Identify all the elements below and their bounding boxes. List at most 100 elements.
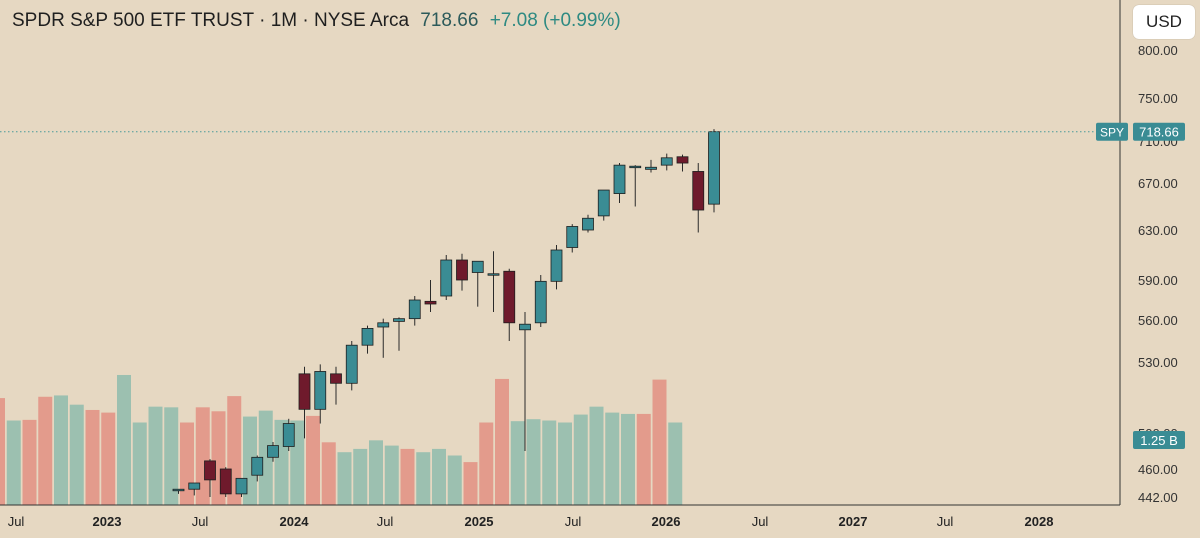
candle: [219, 467, 232, 497]
candle-body: [471, 260, 484, 273]
candle-body: [503, 270, 516, 324]
volume-bar: [589, 406, 604, 505]
volume-bar: [621, 413, 635, 505]
candle: [613, 163, 626, 203]
volume-bar: [132, 422, 147, 505]
time-tick-label: Jul: [565, 514, 582, 529]
candle-body: [519, 323, 531, 331]
candle-body: [267, 445, 279, 458]
candle: [708, 129, 720, 213]
chart-header: SPDR S&P 500 ETF TRUST · 1M · NYSE Arca …: [12, 10, 621, 32]
price-tick-label: 630.00: [1138, 223, 1178, 238]
volume-badge-bg: [1133, 431, 1185, 449]
time-tick-label: Jul: [752, 514, 769, 529]
price-change: +7.08 (+0.99%): [489, 10, 621, 31]
candle-body: [204, 460, 216, 481]
candle-body: [235, 477, 248, 495]
candle: [251, 455, 264, 482]
candle-body: [393, 318, 405, 322]
price-tick-label: 460.00: [1138, 462, 1178, 477]
volume-bar: [54, 395, 68, 505]
candle-body: [440, 259, 453, 297]
time-tick-label: 2023: [93, 514, 122, 529]
volume-bar: [636, 413, 651, 505]
price-tick-label: 800.00: [1138, 43, 1178, 58]
candle-body: [597, 189, 610, 217]
price-tick-label: 590.00: [1138, 273, 1178, 288]
symbol-badge-label: SPY: [1100, 126, 1124, 140]
volume-bar: [321, 442, 336, 505]
candle: [267, 442, 279, 462]
volume-bar: [652, 379, 667, 505]
candle: [235, 477, 248, 497]
volume-bar: [101, 412, 116, 505]
time-tick-label: Jul: [937, 514, 954, 529]
candle-body: [282, 423, 295, 447]
volume-bar: [69, 404, 84, 505]
currency-button[interactable]: USD: [1133, 5, 1195, 39]
volume-bar: [180, 422, 194, 505]
candle-body: [172, 488, 185, 492]
price-tick-label: 530.00: [1138, 355, 1178, 370]
volume-bar: [353, 448, 368, 505]
candle: [282, 418, 295, 451]
candle: [298, 366, 311, 439]
symbol-title: SPDR S&P 500 ETF TRUST · 1M · NYSE Arca: [12, 10, 410, 31]
volume-bar: [400, 448, 415, 505]
candle: [345, 341, 358, 391]
candle: [487, 251, 500, 312]
time-tick-label: 2027: [839, 514, 868, 529]
volume-bar: [85, 409, 100, 505]
volume-badge-label: 1.25 B: [1140, 433, 1178, 448]
candle-body: [314, 371, 327, 410]
volume-bar: [495, 378, 509, 505]
candle-body: [629, 165, 642, 169]
time-axis[interactable]: Jul 2023 Jul 2024 Jul 2025 Jul 2026 Jul 2027 Jul 20…: [8, 514, 1054, 529]
volume-bar: [148, 406, 163, 505]
candle: [172, 488, 185, 494]
candle-body: [692, 171, 705, 211]
volume-bar: [432, 448, 446, 505]
volume-bar: [510, 421, 525, 505]
candle-body: [613, 164, 626, 194]
volume-bar: [384, 445, 399, 505]
symbol-badge: SPY: [1096, 122, 1128, 141]
volume-bars: [0, 374, 683, 505]
volume-bar: [38, 396, 53, 505]
candle-body: [298, 373, 311, 410]
last-price-badge-label: 718.66: [1139, 125, 1179, 140]
candle: [692, 163, 705, 233]
candle-body: [251, 456, 264, 476]
candle: [629, 165, 642, 207]
price-tick-label: 560.00: [1138, 313, 1178, 328]
volume-bar: [573, 414, 588, 505]
candle: [566, 224, 579, 253]
volume-bar: [369, 440, 383, 505]
price-tick-label: 750.00: [1138, 91, 1178, 106]
candle: [204, 459, 216, 497]
volume-bar: [6, 420, 21, 505]
candle: [377, 318, 390, 358]
time-tick-label: Jul: [8, 514, 25, 529]
candle: [534, 275, 547, 327]
price-tick-label: 670.00: [1138, 176, 1178, 191]
volume-bar: [447, 455, 462, 505]
volume-bar: [195, 407, 210, 505]
candle-body: [566, 226, 579, 248]
volume-bar: [117, 374, 131, 505]
candle: [408, 296, 421, 326]
candle: [519, 312, 531, 451]
volume-bar: [526, 419, 541, 505]
time-tick-label: 2026: [652, 514, 681, 529]
candle-body: [361, 327, 374, 346]
volume-bar: [337, 452, 352, 505]
candle-body: [345, 344, 358, 384]
candle: [597, 189, 610, 221]
last-price-badge: 718.66: [1133, 122, 1185, 141]
volume-bar: [164, 407, 179, 505]
candle-body: [487, 273, 500, 276]
last-price-badge-bg: [1133, 122, 1185, 141]
candle-body: [424, 300, 437, 305]
price-axis[interactable]: 800.00750.00710.00670.00630.00590.00560.…: [1138, 43, 1178, 505]
